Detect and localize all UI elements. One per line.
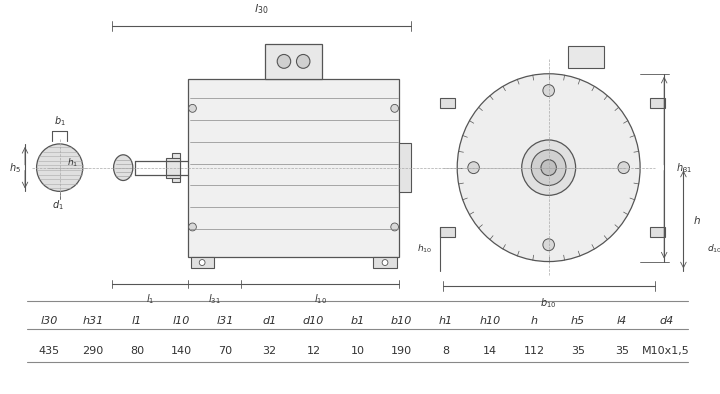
Text: b1: b1 <box>351 316 365 326</box>
Text: $l_{10}$: $l_{10}$ <box>314 292 327 306</box>
Circle shape <box>531 150 566 186</box>
Text: 140: 140 <box>171 346 192 355</box>
Text: 112: 112 <box>523 346 544 355</box>
Text: 12: 12 <box>307 346 320 355</box>
Circle shape <box>391 104 398 112</box>
Text: $l_{31}$: $l_{31}$ <box>208 292 220 306</box>
Circle shape <box>541 160 557 176</box>
Circle shape <box>522 140 575 195</box>
Bar <box>440 98 455 108</box>
Text: 35: 35 <box>571 346 585 355</box>
Bar <box>649 98 665 108</box>
FancyBboxPatch shape <box>188 79 400 256</box>
Circle shape <box>277 54 291 68</box>
Bar <box>265 44 323 79</box>
Circle shape <box>382 260 388 266</box>
Text: h31: h31 <box>83 316 104 326</box>
Circle shape <box>189 104 197 112</box>
Bar <box>172 153 180 182</box>
Circle shape <box>457 74 640 262</box>
Bar <box>166 158 180 178</box>
Circle shape <box>37 144 83 191</box>
Text: b10: b10 <box>391 316 413 326</box>
Text: 290: 290 <box>83 346 104 355</box>
Circle shape <box>543 85 554 97</box>
Text: h1: h1 <box>438 316 453 326</box>
Text: 10: 10 <box>351 346 364 355</box>
Circle shape <box>199 260 205 266</box>
Bar <box>568 46 605 68</box>
Text: l10: l10 <box>173 316 190 326</box>
Text: $d_{10}$: $d_{10}$ <box>708 243 720 255</box>
Text: 14: 14 <box>483 346 497 355</box>
Ellipse shape <box>114 155 132 180</box>
Text: 435: 435 <box>38 346 60 355</box>
Bar <box>191 256 214 268</box>
Text: $b_{10}$: $b_{10}$ <box>541 296 557 310</box>
Text: $b_1$: $b_1$ <box>54 114 66 128</box>
Text: $h_1$: $h_1$ <box>68 156 78 169</box>
Bar <box>440 227 455 237</box>
Text: h: h <box>531 316 537 326</box>
Text: l31: l31 <box>217 316 234 326</box>
Text: $l_1$: $l_1$ <box>145 292 154 306</box>
Circle shape <box>468 162 480 174</box>
Text: $h_{10}$: $h_{10}$ <box>417 243 432 255</box>
Text: 190: 190 <box>391 346 413 355</box>
Text: h5: h5 <box>571 316 585 326</box>
Bar <box>400 143 411 192</box>
Text: 32: 32 <box>262 346 276 355</box>
Text: $d_1$: $d_1$ <box>52 198 63 212</box>
Circle shape <box>543 239 554 251</box>
Text: 70: 70 <box>218 346 233 355</box>
Text: $l_{30}$: $l_{30}$ <box>254 3 269 17</box>
Bar <box>649 227 665 237</box>
Text: h10: h10 <box>480 316 500 326</box>
Text: $h_5$: $h_5$ <box>9 161 22 175</box>
Circle shape <box>618 162 629 174</box>
Text: d4: d4 <box>659 316 673 326</box>
Text: l4: l4 <box>617 316 627 326</box>
Text: $h$: $h$ <box>693 214 701 225</box>
Text: 80: 80 <box>130 346 144 355</box>
Text: d1: d1 <box>262 316 276 326</box>
Circle shape <box>189 223 197 231</box>
Text: 8: 8 <box>442 346 449 355</box>
Circle shape <box>297 54 310 68</box>
Text: l1: l1 <box>132 316 143 326</box>
Text: l30: l30 <box>40 316 58 326</box>
Circle shape <box>391 223 398 231</box>
Text: M10x1,5: M10x1,5 <box>642 346 690 355</box>
Text: $h_{31}$: $h_{31}$ <box>675 161 692 175</box>
Bar <box>374 256 397 268</box>
Text: d10: d10 <box>303 316 324 326</box>
Text: 35: 35 <box>615 346 629 355</box>
